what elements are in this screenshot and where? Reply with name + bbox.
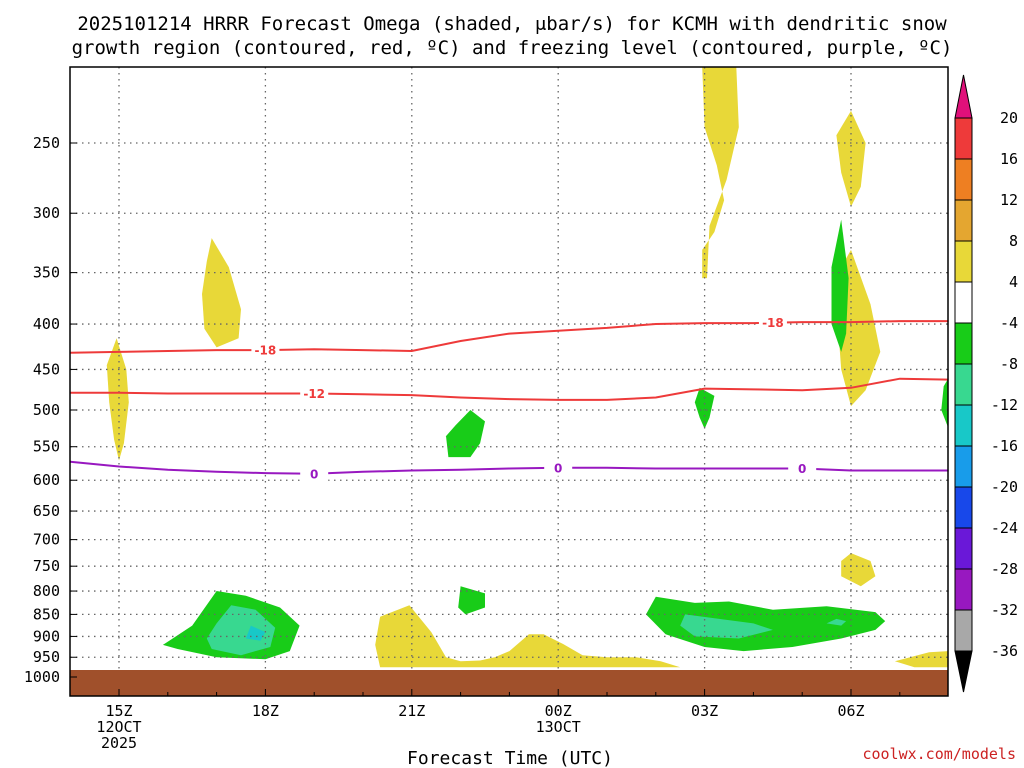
y-tick-label-400: 400 (33, 315, 60, 333)
y-tick-label-1000: 1000 (24, 668, 60, 686)
contour-label-bg (788, 460, 817, 477)
contour-label-bg (251, 342, 280, 359)
y-tick-label-700: 700 (33, 531, 60, 549)
omega-region-18 (826, 618, 847, 626)
omega-region-2 (702, 67, 739, 279)
omega-region-15 (941, 378, 948, 428)
colorbar-swatch-11 (954, 568, 973, 611)
contour-label-m12: -12 (303, 387, 325, 401)
omega-region-12 (458, 586, 485, 615)
omega-region-6 (375, 605, 681, 668)
contour-label-bg (300, 465, 329, 482)
contour-label-bg (758, 314, 787, 331)
colorbar-swatch-1 (954, 158, 973, 201)
x-tick-label-15-0: 06Z (837, 702, 864, 720)
colorbar-label-2: 12 (1000, 191, 1018, 209)
chart-title-line2: growth region (contoured, red, ºC) and f… (72, 37, 953, 59)
colorbar-swatch-5 (954, 322, 973, 365)
chart-title-line1: 2025101214 HRRR Forecast Omega (shaded, … (77, 13, 947, 35)
omega-region-13 (694, 387, 715, 429)
colorbar-swatch-12 (954, 609, 973, 652)
colorbar-label-11: -28 (991, 560, 1018, 578)
colorbar-swatch-6 (954, 363, 973, 406)
colorbar-swatch-0 (954, 117, 973, 160)
y-tick-label-450: 450 (33, 360, 60, 378)
x-tick-label-6-0: 21Z (398, 702, 425, 720)
colorbar-label-4: 4 (1009, 273, 1018, 291)
contour-label-m18: -18 (762, 316, 784, 330)
contour-label-bg (300, 385, 329, 402)
y-tick-label-950: 950 (33, 648, 60, 666)
colorbar-label-6: -8 (1000, 355, 1018, 373)
x-tick-label-12-0: 03Z (691, 702, 718, 720)
x-tick-label-9-1: 13OCT (536, 718, 581, 736)
colorbar-swatch-10 (954, 527, 973, 570)
colorbar: 20 16 12 8 4 -4 -8 -12 -16 -20 -24 -28 -32 -36 (954, 74, 1018, 693)
colorbar-label-5: -4 (1000, 314, 1018, 332)
contour-0 (70, 460, 949, 475)
colorbar-swatch-3 (954, 240, 973, 283)
omega-region-16 (646, 596, 886, 652)
y-tick-label-500: 500 (33, 401, 60, 419)
y-tick-label-550: 550 (33, 438, 60, 456)
contour-label-m18: -18 (255, 344, 277, 358)
contour-label-0: 0 (798, 462, 806, 476)
omega-region-14 (831, 219, 849, 352)
omega-region-11 (446, 410, 485, 458)
omega-shading (106, 67, 948, 668)
colorbar-swatch-8 (954, 445, 973, 488)
colorbar-label-8: -16 (991, 437, 1018, 455)
x-tick-label-0-2: 2025 (101, 734, 137, 752)
contour-m18 (70, 320, 949, 354)
omega-region-7 (894, 651, 948, 668)
y-tick-label-600: 600 (33, 471, 60, 489)
colorbar-top-arrow (954, 74, 973, 119)
colorbar-label-7: -12 (991, 396, 1018, 414)
y-tick-label-850: 850 (33, 605, 60, 623)
y-tick-label-650: 650 (33, 502, 60, 520)
colorbar-bottom-arrow (954, 650, 973, 693)
y-axis: 250 300 350 400 450 500 550 600 650 700 750 800 850 9… (24, 134, 77, 686)
colorbar-label-9: -20 (991, 478, 1018, 496)
credit-text: coolwx.com/models (862, 745, 1016, 763)
omega-region-0 (106, 338, 129, 461)
y-tick-label-900: 900 (33, 627, 60, 645)
colorbar-label-12: -32 (991, 601, 1018, 619)
omega-region-9 (206, 605, 276, 656)
omega-region-5 (841, 553, 876, 587)
omega-region-1 (202, 238, 241, 348)
contour-m12 (70, 377, 949, 401)
grid-lines (70, 67, 948, 670)
x-tick-label-0-1: 12OCT (96, 718, 141, 736)
x-tick-label-3-0: 18Z (252, 702, 279, 720)
colorbar-label-10: -24 (991, 519, 1018, 537)
x-tick-label-9-0: 00Z (545, 702, 572, 720)
y-tick-label-250: 250 (33, 134, 60, 152)
y-tick-label-300: 300 (33, 204, 60, 222)
colorbar-swatch-9 (954, 486, 973, 529)
x-tick-label-0-0: 15Z (105, 702, 132, 720)
colorbar-label-1: 16 (1000, 150, 1018, 168)
y-tick-label-800: 800 (33, 582, 60, 600)
colorbar-swatch-2 (954, 199, 973, 242)
omega-region-17 (680, 614, 773, 639)
contour-label-0: 0 (554, 461, 562, 475)
y-tick-label-750: 750 (33, 557, 60, 575)
colorbar-swatch-7 (954, 404, 973, 447)
colorbar-label-3: 8 (1009, 232, 1018, 250)
contour-label-0: 0 (310, 467, 318, 481)
contour-label-bg (544, 459, 573, 476)
ground-band (70, 670, 948, 696)
temperature-contours: -18 -18 -12 0 0 0 (70, 314, 949, 482)
plot-frame (69, 66, 949, 697)
y-tick-label-350: 350 (33, 264, 60, 282)
omega-region-3 (836, 110, 866, 207)
colorbar-label-13: -36 (991, 642, 1018, 660)
colorbar-label-0: 20 (1000, 109, 1018, 127)
colorbar-swatch-4 (954, 281, 973, 324)
x-axis-label: Forecast Time (UTC) (407, 748, 613, 768)
